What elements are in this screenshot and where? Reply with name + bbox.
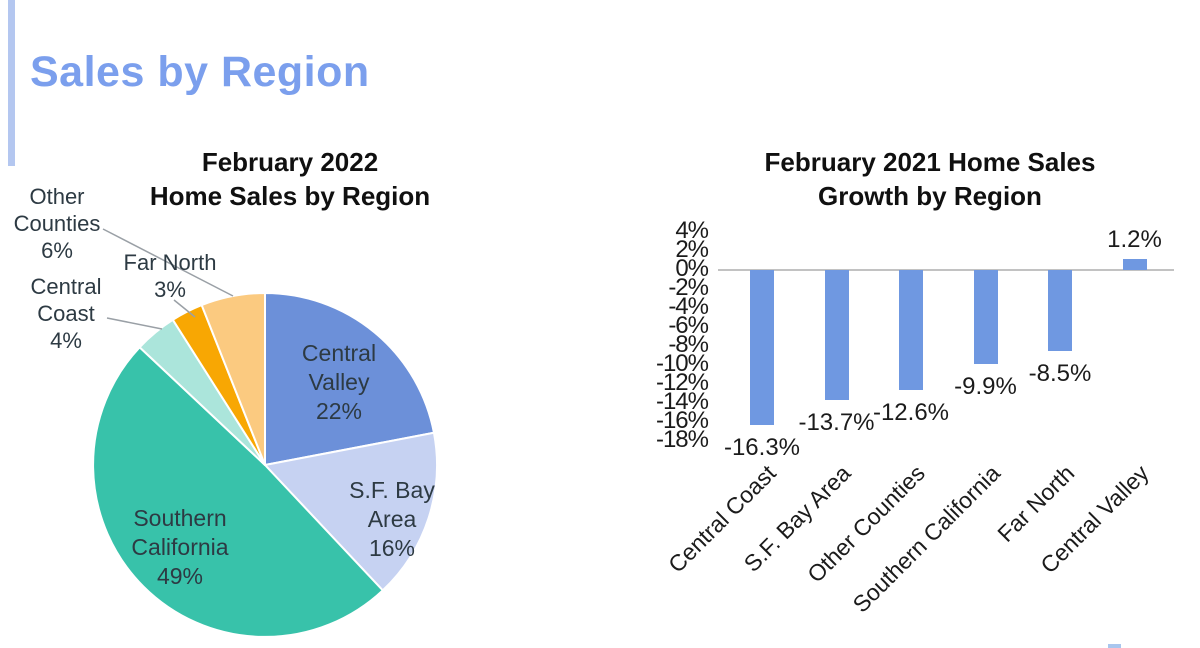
y-tick-label: 0%: [675, 255, 709, 282]
y-tick-label: -6%: [668, 312, 709, 339]
y-tick-label: -16%: [655, 407, 709, 434]
pie-chart: [93, 293, 437, 637]
y-tick-label: -18%: [655, 426, 709, 453]
pie-slice-s-f-bay-area: [264, 431, 437, 592]
bar-chart-zero-axis: [718, 269, 1174, 271]
left-accent-bar: [8, 0, 15, 166]
y-tick-label: -2%: [668, 274, 709, 301]
x-category-label-southern-california: Southern California: [847, 459, 1005, 618]
pie-callout-far-north: Far North 3%: [123, 250, 217, 302]
pie-callout-central-coast: Central Coast 4%: [30, 274, 102, 353]
bar-value-label: -12.6%: [872, 398, 950, 426]
y-tick-label: -8%: [668, 331, 709, 358]
bar-far-north: [1048, 270, 1072, 351]
pie-label-central-valley: Central Valley 22%: [301, 340, 377, 424]
pie-label-sf-bay-area: S.F. Bay Area 16%: [349, 477, 435, 561]
bar-s-f-bay-area: [824, 270, 849, 401]
bar-southern-california: [973, 270, 998, 365]
bar-central-coast: [750, 270, 774, 425]
y-tick-label: 4%: [675, 217, 709, 244]
pie-slice-central-valley: [264, 293, 435, 466]
bar-central-valley: [1122, 258, 1147, 270]
bar-value-label: -8.5%: [1028, 359, 1092, 387]
bar-other-counties: [899, 270, 923, 390]
pie-label-southern-california: Southern California 49%: [131, 505, 229, 589]
bar-chart-title: February 2021 Home Sales Growth by Regio…: [764, 147, 1096, 211]
bar-value-label: 1.2%: [1107, 225, 1162, 253]
y-tick-label: -10%: [655, 350, 709, 377]
bar-value-label: -9.9%: [954, 373, 1017, 401]
pie-callout-other-counties: Other Counties 6%: [13, 184, 101, 263]
bar-value-label: -16.3%: [723, 433, 801, 461]
bar-value-label: -13.7%: [798, 409, 875, 437]
pie-chart-title: February 2022 Home Sales by Region: [149, 147, 431, 211]
y-tick-label: -14%: [655, 388, 709, 415]
page-title: Sales by Region: [30, 48, 370, 96]
page-decoration: [1108, 644, 1121, 648]
y-tick-label: -12%: [655, 369, 709, 396]
pie-slice-southern-california: [93, 346, 384, 637]
y-tick-label: -4%: [668, 293, 709, 320]
y-tick-label: 2%: [675, 236, 709, 263]
